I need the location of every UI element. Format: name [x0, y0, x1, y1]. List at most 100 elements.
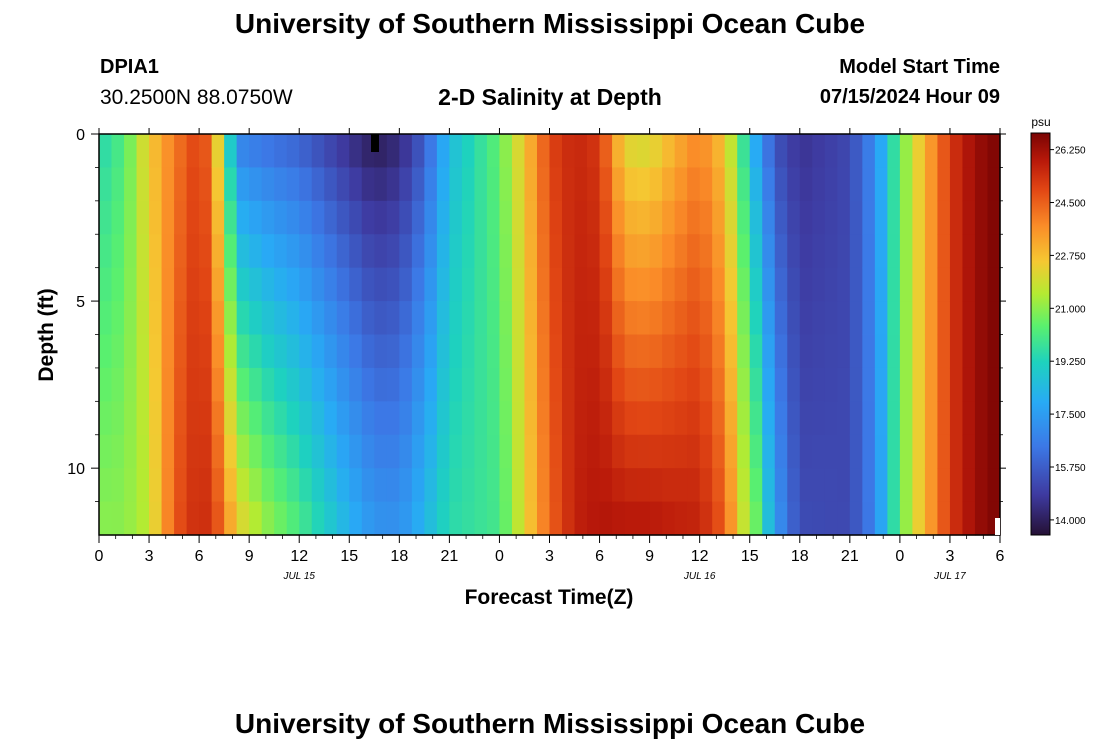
- heatmap-cell: [149, 367, 163, 402]
- heatmap-cell: [574, 501, 588, 536]
- heatmap-cell: [549, 468, 563, 503]
- heatmap-cell: [849, 301, 863, 336]
- heatmap-cell: [712, 434, 726, 469]
- x-tick-label: 9: [645, 548, 654, 565]
- heatmap-cell: [299, 234, 313, 269]
- heatmap-cell: [562, 267, 576, 302]
- heatmap-cell: [124, 468, 138, 503]
- heatmap-cell: [136, 200, 150, 235]
- heatmap-cell: [99, 367, 113, 402]
- heatmap-cell: [962, 234, 976, 269]
- heatmap-cell: [449, 468, 463, 503]
- heatmap-cell: [261, 267, 275, 302]
- heatmap-cell: [111, 434, 125, 469]
- colorbar-tick-label: 21.000: [1055, 304, 1086, 315]
- heatmap-cell: [411, 167, 425, 202]
- heatmap-cell: [336, 468, 350, 503]
- heatmap-cell: [562, 334, 576, 369]
- heatmap-cell: [361, 367, 375, 402]
- heatmap-cell: [286, 401, 300, 436]
- heatmap-cell: [436, 167, 450, 202]
- heatmap-cell: [524, 301, 538, 336]
- heatmap-cell: [974, 434, 989, 469]
- heatmap-cell: [712, 301, 726, 336]
- heatmap-cell: [649, 301, 663, 336]
- heatmap-cell: [799, 367, 813, 402]
- y-axis-label: Depth (ft): [35, 288, 58, 381]
- heatmap-cell: [149, 200, 163, 235]
- heatmap-cell: [286, 200, 300, 235]
- heatmap-cell: [461, 200, 476, 235]
- heatmap-cell: [562, 167, 576, 202]
- heatmap-cell: [787, 200, 801, 235]
- heatmap-cell: [787, 468, 801, 503]
- heatmap-cell: [174, 267, 188, 302]
- heatmap-cell: [161, 434, 175, 469]
- heatmap-cell: [912, 134, 926, 169]
- heatmap-cell: [186, 134, 200, 169]
- heatmap-cell: [174, 468, 188, 503]
- heatmap-cell: [461, 234, 476, 269]
- heatmap-cell: [274, 434, 288, 469]
- heatmap-cell: [949, 468, 964, 503]
- heatmap-cell: [624, 401, 638, 436]
- heatmap-cell: [699, 167, 713, 202]
- heatmap-cell: [737, 200, 751, 235]
- heatmap-cell: [837, 334, 851, 369]
- heatmap-cell: [536, 367, 551, 402]
- heatmap-cell: [874, 234, 888, 269]
- heatmap-cell: [149, 267, 163, 302]
- heatmap-cell: [449, 134, 463, 169]
- heatmap-cell: [374, 200, 388, 235]
- heatmap-cell: [612, 301, 626, 336]
- heatmap-cell: [862, 167, 876, 202]
- heatmap-cell: [762, 501, 776, 536]
- heatmap-cell: [224, 234, 238, 269]
- heatmap-cell: [386, 267, 400, 302]
- heatmap-cell: [949, 234, 964, 269]
- heatmap-cell: [499, 367, 513, 402]
- heatmap-cell: [424, 468, 438, 503]
- heatmap-cell: [712, 401, 726, 436]
- heatmap-cell: [787, 267, 801, 302]
- heatmap-cell: [511, 301, 526, 336]
- heatmap-cell: [599, 267, 613, 302]
- heatmap-cell: [824, 468, 838, 503]
- heatmap-cell: [449, 401, 463, 436]
- heatmap-cell: [199, 367, 213, 402]
- heatmap-cell: [724, 468, 738, 503]
- heatmap-cell: [674, 401, 688, 436]
- heatmap-cell: [361, 501, 375, 536]
- heatmap-cell: [261, 167, 275, 202]
- heatmap-cell: [324, 167, 338, 202]
- heatmap-cell: [286, 134, 300, 169]
- heatmap-cell: [311, 334, 325, 369]
- heatmap-cell: [987, 468, 1001, 503]
- heatmap-cell: [874, 434, 888, 469]
- x-tick-label: 3: [145, 548, 154, 565]
- heatmap-cell: [349, 167, 363, 202]
- heatmap-cell: [937, 234, 951, 269]
- heatmap-cell: [724, 200, 738, 235]
- heatmap-cell: [199, 234, 213, 269]
- heatmap-cell: [774, 401, 788, 436]
- heatmap-cell: [336, 267, 350, 302]
- heatmap-cell: [299, 200, 313, 235]
- heatmap-cell: [386, 134, 400, 169]
- heatmap-cell: [411, 468, 425, 503]
- heatmap-cell: [824, 301, 838, 336]
- heatmap-cell: [511, 234, 526, 269]
- heatmap-cell: [374, 468, 388, 503]
- heatmap-cell: [962, 367, 976, 402]
- heatmap-cell: [286, 468, 300, 503]
- heatmap-cell: [199, 501, 213, 536]
- heatmap-cell: [699, 200, 713, 235]
- bottom-right-marker: [995, 518, 1000, 535]
- heatmap-cell: [912, 434, 926, 469]
- heatmap-cell: [124, 401, 138, 436]
- heatmap-cell: [762, 301, 776, 336]
- heatmap-cell: [436, 367, 450, 402]
- heatmap-cell: [737, 468, 751, 503]
- heatmap-cell: [599, 434, 613, 469]
- heatmap-cell: [399, 334, 413, 369]
